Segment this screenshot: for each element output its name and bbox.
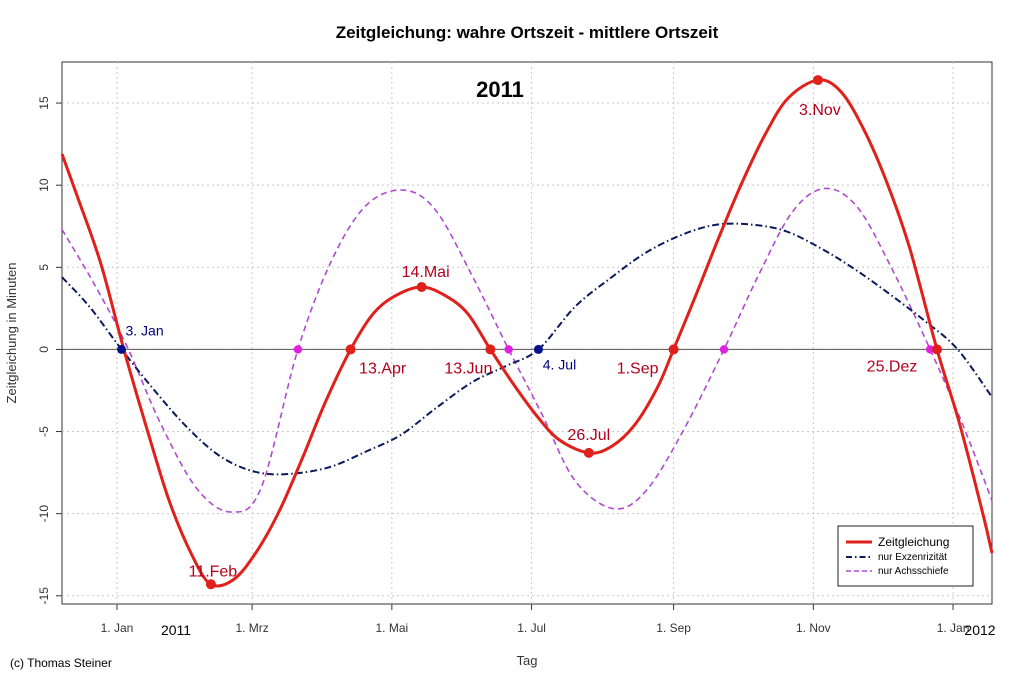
x-tick-label: 1. Nov — [796, 621, 831, 635]
year-tick-2011: 2011 — [161, 622, 191, 638]
annotation-point — [345, 344, 356, 355]
x-tick-label: 1. Jan — [937, 621, 970, 635]
x-tick-label: 1. Jan — [101, 621, 134, 635]
points-layer: 11.Feb 13.Apr 14.Mai 13.Jun 26.Jul 1.Sep 3.Nov… — [117, 75, 943, 590]
y-axis-label: Zeitgleichung in Minuten — [4, 263, 19, 404]
annotation-label: 25.Dez — [867, 358, 918, 375]
annotation-point — [668, 344, 679, 355]
annotation-label: 3. Jan — [125, 322, 163, 338]
chart-title: Zeitgleichung: wahre Ortszeit - mittlere… — [336, 23, 719, 42]
magenta-point — [925, 345, 935, 354]
year-tick-2012: 2012 — [964, 622, 995, 638]
series-line-0 — [60, 78, 994, 588]
x-axis-ticks: 1. Jan 1. Mrz 1. Mai 1. Jul 1. Sep 1. Nov 1. J… — [101, 604, 970, 635]
annotation-point — [205, 579, 216, 590]
copyright-text: (c) Thomas Steiner — [10, 656, 112, 670]
annotation-label: 14.Mai — [402, 264, 450, 281]
y-tick-label: 0 — [37, 346, 51, 353]
annotation-point — [485, 344, 496, 355]
year-label: 2011 — [476, 77, 524, 102]
annotation-point — [117, 344, 127, 354]
y-tick-label: -10 — [37, 505, 51, 523]
y-tick-label: -5 — [37, 426, 51, 437]
plot-area — [61, 61, 993, 605]
grid-lines — [62, 62, 992, 604]
annotation-label: 13.Jun — [444, 360, 492, 377]
magenta-point — [293, 345, 303, 354]
series-layer — [60, 78, 994, 588]
y-tick-label: 15 — [37, 96, 51, 110]
legend-label-exzentrizitaet: nur Exzenrizität — [878, 552, 947, 563]
annotation-point — [812, 75, 823, 86]
annotation-label: 1.Sep — [617, 360, 659, 377]
annotation-label: 13.Apr — [359, 360, 407, 377]
magenta-point — [504, 345, 513, 354]
annotation-label: 26.Jul — [567, 427, 610, 444]
legend: Zeitgleichung nur Exzenrizität nur Achss… — [837, 525, 974, 587]
x-tick-label: 1. Mrz — [235, 621, 268, 635]
y-tick-label: 10 — [37, 178, 51, 192]
y-tick-label: -15 — [37, 587, 51, 605]
annotation-label: 11.Feb — [189, 563, 238, 580]
annotation-point — [932, 344, 943, 355]
series-line-2 — [61, 187, 993, 513]
x-tick-label: 1. Jul — [517, 621, 546, 635]
magenta-point — [719, 345, 729, 354]
annotation-label: 3.Nov — [799, 102, 841, 119]
x-axis-label: Tag — [517, 653, 538, 668]
annotation-point — [416, 282, 427, 293]
y-tick-label: 5 — [37, 264, 51, 271]
annotation-point — [583, 447, 594, 458]
series-line-1 — [61, 222, 993, 476]
x-tick-label: 1. Sep — [656, 621, 691, 635]
x-tick-label: 1. Mai — [376, 621, 409, 635]
annotation-point — [533, 344, 543, 354]
y-axis-ticks: -15 -10 -5 0 5 10 15 — [37, 96, 62, 604]
legend-label-zeitgleichung: Zeitgleichung — [878, 535, 949, 549]
annotation-label: 4. Jul — [543, 356, 576, 372]
legend-label-achsschiefe: nur Achsschiefe — [878, 566, 949, 577]
